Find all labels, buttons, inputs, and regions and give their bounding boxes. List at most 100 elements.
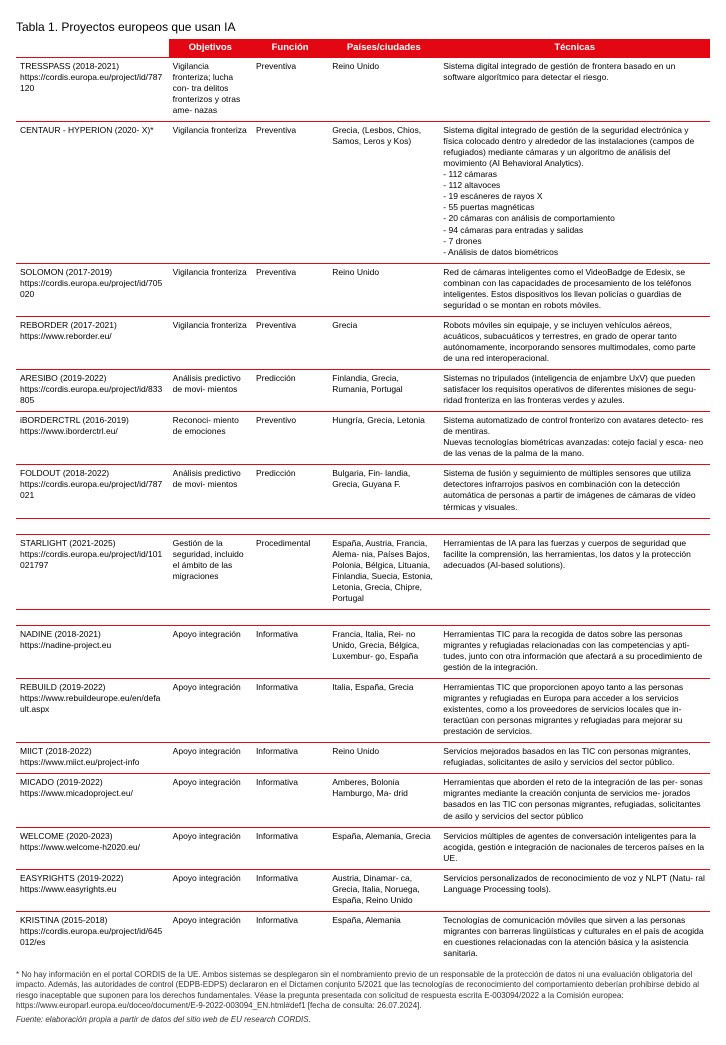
objetivos-cell: Apoyo integración [169,743,252,774]
project-cell: MICADO (2019-2022)https://www.micadoproj… [16,774,169,827]
project-url: https://nadine-project.eu [20,640,165,651]
objetivos-cell: Vigilancia fronteriza [169,122,252,264]
tecnicas-cell: Sistema digital integrado de gestión de … [439,122,710,264]
paises-cell: Finlandia, Grecia, Rumania, Portugal [328,370,439,412]
objetivos-cell: Apoyo integración [169,911,252,964]
funcion-cell: Procedimental [252,534,328,609]
tecnicas-cell: Sistema de fusión y seguimiento de múlti… [439,465,710,518]
project-name: REBORDER (2017-2021) [20,320,165,331]
project-url: https://www.iborderctrl.eu/ [20,426,165,437]
project-url: https://cordis.europa.eu/project/id/1010… [20,549,165,571]
table-row: EASYRIGHTS (2019-2022)https://www.easyri… [16,869,710,911]
objetivos-cell: Gestión de la seguridad, incluido el ámb… [169,534,252,609]
header-tecnicas: Técnicas [439,39,710,57]
table-row: MIICT (2018-2022)https://www.miict.eu/pr… [16,743,710,774]
project-cell: ARESIBO (2019-2022)https://cordis.europa… [16,370,169,412]
funcion-cell: Informativa [252,679,328,743]
tecnicas-cell: Sistema digital integrado de gestión de … [439,57,710,121]
project-url: https://cordis.europa.eu/project/id/6450… [20,926,165,948]
funcion-cell: Informativa [252,743,328,774]
objetivos-cell: Reconoci- miento de emociones [169,412,252,465]
table-row: STARLIGHT (2021-2025)https://cordis.euro… [16,534,710,609]
objetivos-cell: Análisis predictivo de movi- mientos [169,465,252,518]
project-cell: KRISTINA (2015-2018)https://cordis.europ… [16,911,169,964]
funcion-cell: Preventivo [252,412,328,465]
tecnicas-cell: Sistemas no tripulados (inteligencia de … [439,370,710,412]
funcion-cell: Preventiva [252,263,328,316]
project-name: EASYRIGHTS (2019-2022) [20,873,165,884]
project-name: FOLDOUT (2018-2022) [20,468,165,479]
table-row: ARESIBO (2019-2022)https://cordis.europa… [16,370,710,412]
footnote: * No hay información en el portal CORDIS… [16,970,710,1012]
header-blank [16,39,169,57]
objetivos-cell: Apoyo integración [169,869,252,911]
table-row: REBUILD (2019-2022)https://www.rebuildeu… [16,679,710,743]
table-row: NADINE (2018-2021)https://nadine-project… [16,625,710,678]
tecnicas-cell: Servicios múltiples de agentes de conver… [439,827,710,869]
project-name: CENTAUR - HYPERION (2020- X)* [20,125,165,136]
header-paises: Países/ciudades [328,39,439,57]
header-funcion: Función [252,39,328,57]
header-row: Objetivos Función Países/ciudades Técnic… [16,39,710,57]
project-url: https://www.miict.eu/project-info [20,757,165,768]
table-row: WELCOME (2020-2023)https://www.welcome-h… [16,827,710,869]
project-cell: REBUILD (2019-2022)https://www.rebuildeu… [16,679,169,743]
funcion-cell: Informativa [252,869,328,911]
project-cell: NADINE (2018-2021)https://nadine-project… [16,625,169,678]
funcion-cell: Informativa [252,625,328,678]
project-name: STARLIGHT (2021-2025) [20,538,165,549]
tecnicas-cell: Robots móviles sin equipaje, y se incluy… [439,316,710,369]
paises-cell: Grecia [328,316,439,369]
table-row: CENTAUR - HYPERION (2020- X)* Vigilancia … [16,122,710,264]
paises-cell: España, Alemania [328,911,439,964]
project-cell: SOLOMON (2017-2019)https://cordis.europa… [16,263,169,316]
funcion-cell: Predicción [252,370,328,412]
paises-cell: Francia, Italia, Rei- no Unido, Grecia, … [328,625,439,678]
project-cell: STARLIGHT (2021-2025)https://cordis.euro… [16,534,169,609]
funcion-cell: Informativa [252,911,328,964]
objetivos-cell: Vigilancia fronteriza [169,263,252,316]
paises-cell: España, Austria, Francia, Alema- nia, Pa… [328,534,439,609]
tecnicas-cell: Servicios mejorados basados en las TIC c… [439,743,710,774]
paises-cell: Reino Unido [328,743,439,774]
objetivos-cell: Apoyo integración [169,827,252,869]
objetivos-cell: Vigilancia fronteriza [169,316,252,369]
project-cell: FOLDOUT (2018-2022)https://cordis.europa… [16,465,169,518]
paises-cell: España, Alemania, Grecia [328,827,439,869]
table-row: MICADO (2019-2022)https://www.micadoproj… [16,774,710,827]
tecnicas-cell: Herramientas TIC para la recogida de dat… [439,625,710,678]
project-name: MIICT (2018-2022) [20,746,165,757]
table-row [16,518,710,534]
tecnicas-cell: Servicios personalizados de reconocimien… [439,869,710,911]
paises-cell: Amberes, Bolonia Hamburgo, Ma- drid [328,774,439,827]
projects-table: Objetivos Función Países/ciudades Técnic… [16,39,710,964]
table-row: SOLOMON (2017-2019)https://cordis.europa… [16,263,710,316]
tecnicas-cell: Herramientas TIC que proporcionen apoyo … [439,679,710,743]
project-name: iBORDERCTRL (2016-2019) [20,415,165,426]
paises-cell: Reino Unido [328,57,439,121]
objetivos-cell: Apoyo integración [169,774,252,827]
tecnicas-cell: Tecnologías de comunicación móviles que … [439,911,710,964]
tecnicas-cell: Red de cámaras inteligentes como el Vide… [439,263,710,316]
objetivos-cell: Análisis predictivo de movi- mientos [169,370,252,412]
paises-cell: Reino Unido [328,263,439,316]
table-row: TRESSPASS (2018-2021)https://cordis.euro… [16,57,710,121]
paises-cell: Bulgaria, Fin- landia, Grecia, Guyana F. [328,465,439,518]
table-row: REBORDER (2017-2021)https://www.reborder… [16,316,710,369]
project-url: https://www.welcome-h2020.eu/ [20,842,165,853]
project-cell: EASYRIGHTS (2019-2022)https://www.easyri… [16,869,169,911]
table-row: FOLDOUT (2018-2022)https://cordis.europa… [16,465,710,518]
header-objetivos: Objetivos [169,39,252,57]
project-cell: MIICT (2018-2022)https://www.miict.eu/pr… [16,743,169,774]
project-url: https://www.reborder.eu/ [20,331,165,342]
tecnicas-cell: Sistema automatizado de control fronteri… [439,412,710,465]
project-url: https://cordis.europa.eu/project/id/7871… [20,72,165,94]
project-cell: TRESSPASS (2018-2021)https://cordis.euro… [16,57,169,121]
project-name: KRISTINA (2015-2018) [20,915,165,926]
project-cell: iBORDERCTRL (2016-2019)https://www.ibord… [16,412,169,465]
tecnicas-cell: Herramientas de IA para las fuerzas y cu… [439,534,710,609]
funcion-cell: Predicción [252,465,328,518]
project-url: https://www.rebuildeurope.eu/en/default.… [20,693,165,715]
objetivos-cell: Apoyo integración [169,679,252,743]
project-url: https://cordis.europa.eu/project/id/7870… [20,479,165,501]
